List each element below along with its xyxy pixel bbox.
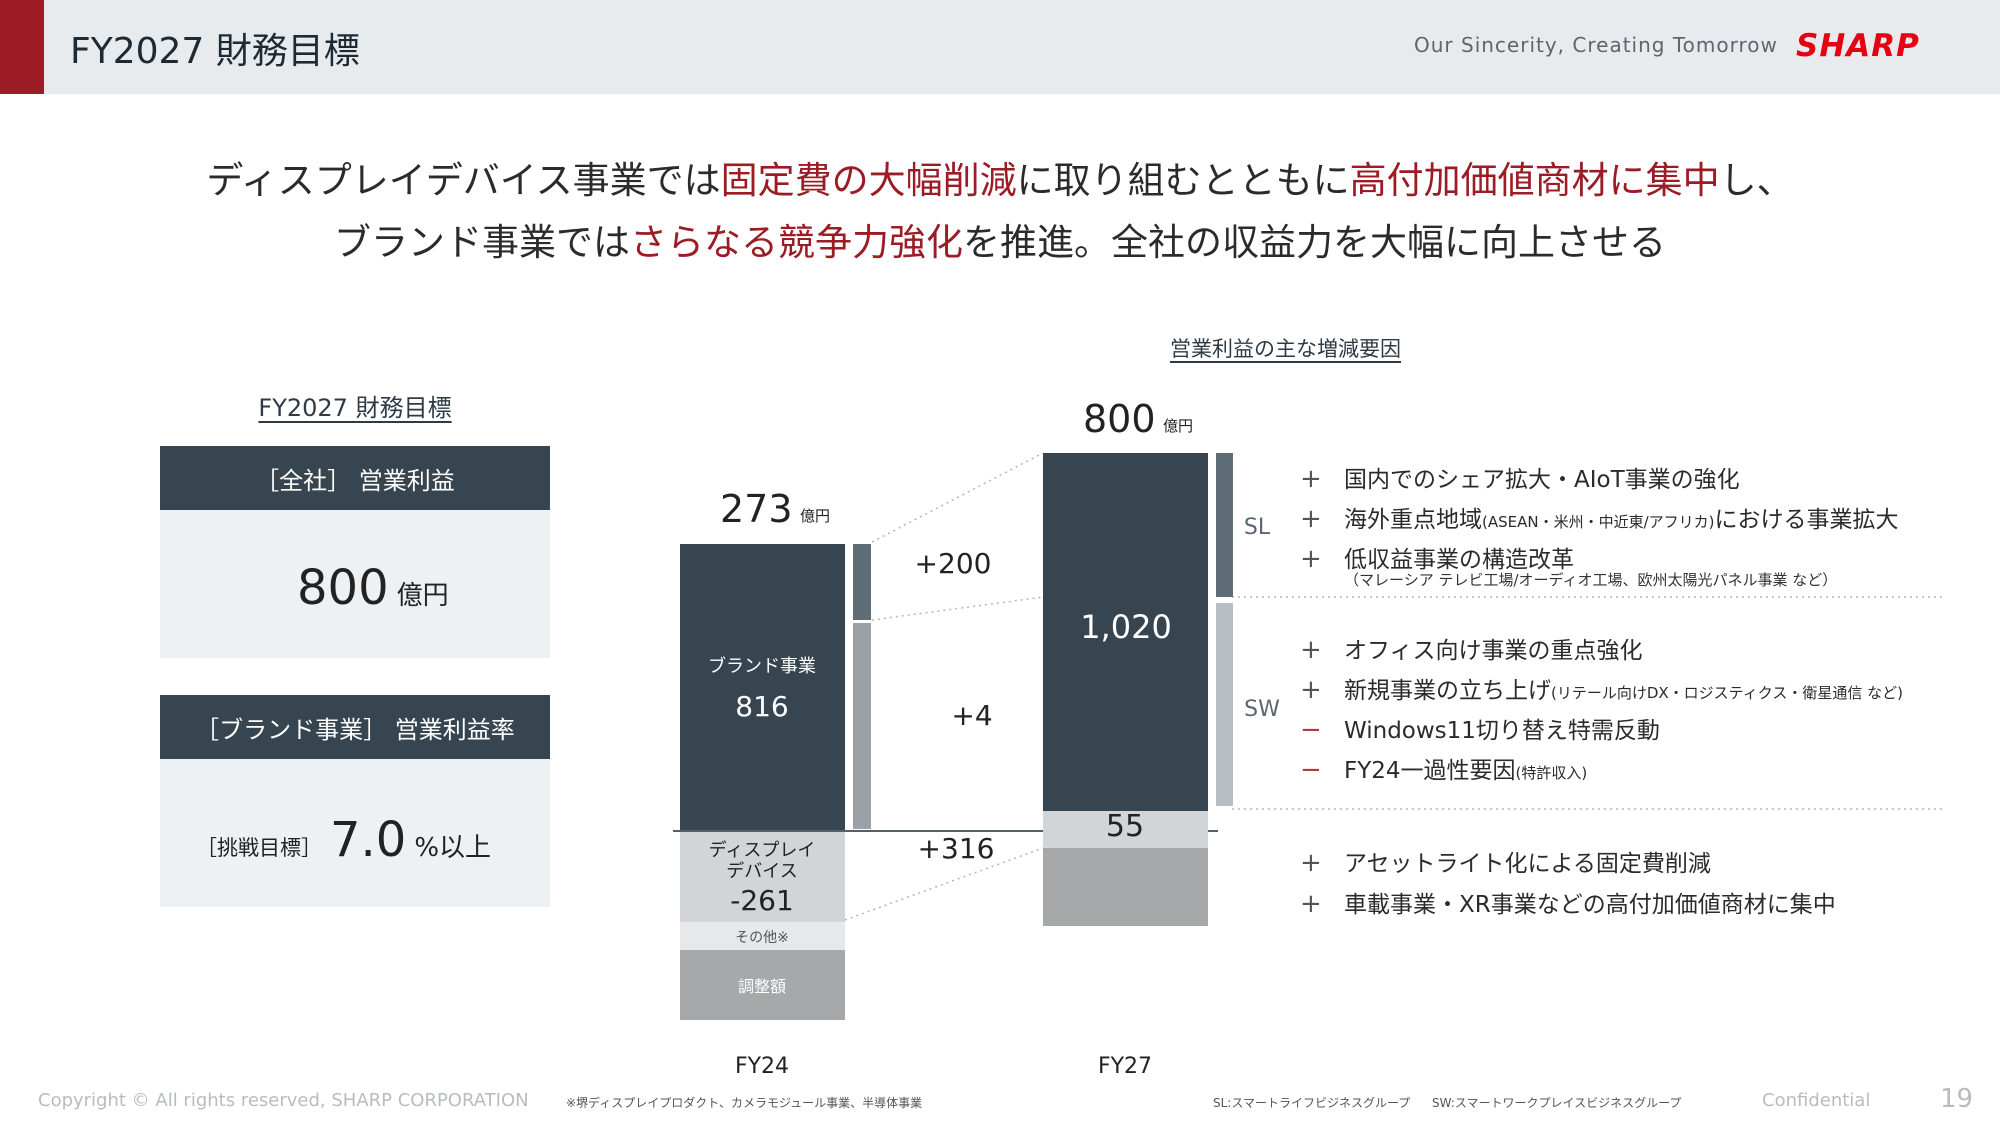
challenge-target-label: ［挑戦目標］ bbox=[196, 836, 322, 860]
copyright: Copyright © All rights reserved, SHARP C… bbox=[38, 1090, 529, 1111]
headline-seg: を推進。全社の収益力を大幅に向上させる bbox=[963, 221, 1666, 264]
segment-label-sl: SL bbox=[1244, 515, 1271, 540]
factor-item: − FY24一過性要因(特許収入) bbox=[1300, 755, 1588, 785]
x-tick-fy24: FY24 bbox=[735, 1054, 789, 1079]
factor-item: + 海外重点地域(ASEAN・米州・中近東/アフリカ)における事業拡大 bbox=[1300, 504, 1899, 534]
factor-item: + オフィス向け事業の重点強化 bbox=[1300, 635, 1643, 665]
factor-item: + 国内でのシェア拡大・AIoT事業の強化 bbox=[1300, 464, 1740, 494]
company-op-income-value: 800 億円 bbox=[297, 560, 449, 616]
factor-item: + アセットライト化による固定費削減 bbox=[1300, 848, 1711, 878]
fy24-brand-label: ブランド事業 bbox=[708, 655, 816, 677]
bar-fy24-brand bbox=[680, 544, 845, 830]
tagline: Our Sincerity, Creating Tomorrow bbox=[1414, 33, 1778, 57]
headline-highlight: 高付加価値商材に集中 bbox=[1349, 159, 1720, 202]
fy24-total-value: 273 bbox=[720, 487, 793, 531]
connector-line bbox=[871, 596, 1044, 621]
chart-title: 営業利益の主な増減要因 bbox=[1170, 337, 1401, 361]
bar-fy27-adjustment bbox=[1043, 848, 1208, 926]
footnote: ※堺ディスプレイプロダクト、カメラモジュール事業、半導体事業 bbox=[566, 1096, 923, 1110]
headline-highlight: さらなる競争力強化 bbox=[630, 221, 963, 264]
delta-sl: +200 bbox=[915, 547, 992, 580]
bar-fy24-sw bbox=[853, 623, 871, 829]
financial-targets-title: FY2027 財務目標 bbox=[258, 394, 452, 422]
header-accent bbox=[0, 0, 44, 94]
delta-display-device: +316 bbox=[918, 832, 995, 865]
fy24-display-value: -261 bbox=[730, 884, 794, 917]
connector-line bbox=[871, 452, 1044, 543]
legend-sw: SW:スマートワークプレイスビジネスグループ bbox=[1432, 1096, 1682, 1110]
bar-fy24-adjustment bbox=[680, 950, 845, 1020]
fy24-other-label: その他※ bbox=[735, 930, 789, 946]
confidential-label: Confidential bbox=[1762, 1090, 1871, 1111]
fy24-display-label: ディスプレイデバイス bbox=[709, 840, 816, 882]
brand-margin-value: 7.0 %以上 bbox=[330, 812, 492, 868]
brand-margin-card bbox=[160, 759, 550, 907]
header-bar bbox=[0, 0, 2000, 94]
headline-line-1: ディスプレイデバイス事業では固定費の大幅削減に取り組むとともに高付加価値商材に集… bbox=[0, 150, 2000, 204]
fy24-brand-value: 816 bbox=[735, 690, 788, 723]
connector-line bbox=[844, 847, 1044, 921]
factor-item: − Windows11切り替え特需反動 bbox=[1300, 715, 1660, 745]
segment-label-sw: SW bbox=[1244, 697, 1280, 722]
bar-fy24-display-device bbox=[680, 830, 845, 922]
headline-seg: し、 bbox=[1719, 159, 1794, 202]
factor-subnote: （マレーシア テレビ工場/オーディオ工場、欧州太陽光パネル事業 など） bbox=[1344, 571, 1838, 589]
connector-lines bbox=[844, 452, 1945, 921]
factor-item: + 低収益事業の構造改革 bbox=[1300, 544, 1574, 574]
sharp-logo: SHARP bbox=[1796, 28, 1920, 64]
brand-margin-header: ［ブランド事業］ 営業利益率 bbox=[160, 695, 550, 759]
fy24-total-unit: 億円 bbox=[800, 507, 830, 525]
headline-line-2: ブランド事業ではさらなる競争力強化を推進。全社の収益力を大幅に向上させる bbox=[0, 212, 2000, 266]
fy27-total-unit: 億円 bbox=[1163, 417, 1193, 435]
company-op-income-header: ［全社］ 営業利益 bbox=[160, 446, 550, 510]
bar-fy27-brand bbox=[1043, 453, 1208, 811]
bar-fy27-sw bbox=[1216, 603, 1233, 806]
company-op-income-card bbox=[160, 510, 550, 658]
fy24-adjustment-label: 調整額 bbox=[738, 977, 786, 996]
bar-fy24-other bbox=[680, 922, 845, 950]
headline-highlight: 固定費の大幅削減 bbox=[720, 159, 1017, 202]
factor-item: + 車載事業・XR事業などの高付加価値商材に集中 bbox=[1300, 889, 1836, 919]
legend-sl: SL:スマートライフビジネスグループ bbox=[1213, 1096, 1411, 1110]
page-number: 19 bbox=[1940, 1084, 1974, 1114]
fy27-total-value: 800 bbox=[1083, 397, 1156, 441]
headline-seg: に取り組むとともに bbox=[1016, 159, 1350, 202]
bar-fy27-display-device bbox=[1043, 811, 1208, 848]
delta-sw: +4 bbox=[951, 699, 992, 732]
bar-fy24-sl bbox=[853, 544, 871, 620]
factor-item: + 新規事業の立ち上げ(リテール向けDX・ロジスティクス・衛星通信 など) bbox=[1300, 675, 1903, 705]
fy27-brand-value: 1,020 bbox=[1080, 608, 1172, 646]
headline-seg: ブランド事業では bbox=[334, 221, 630, 264]
headline-seg: ディスプレイデバイス事業では bbox=[206, 159, 721, 202]
fy27-display-value: 55 bbox=[1106, 809, 1144, 844]
bar-fy27-sl bbox=[1216, 453, 1233, 597]
page-title: FY2027 財務目標 bbox=[70, 31, 360, 72]
x-tick-fy27: FY27 bbox=[1098, 1054, 1152, 1079]
